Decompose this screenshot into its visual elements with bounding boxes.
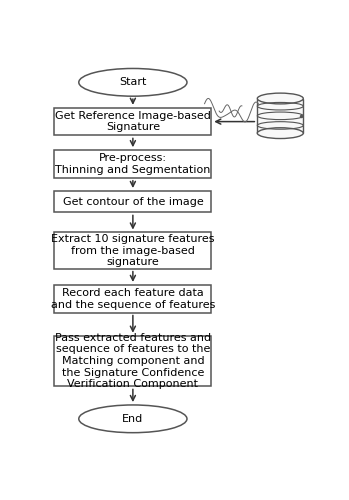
Ellipse shape	[257, 128, 303, 138]
FancyBboxPatch shape	[54, 191, 211, 212]
Text: Pre-process:
Thinning and Segmentation: Pre-process: Thinning and Segmentation	[55, 153, 210, 175]
Ellipse shape	[79, 405, 187, 432]
FancyBboxPatch shape	[54, 108, 211, 136]
FancyBboxPatch shape	[54, 285, 211, 312]
Ellipse shape	[257, 93, 303, 104]
Text: Get contour of the image: Get contour of the image	[62, 196, 203, 206]
Text: Start: Start	[119, 78, 147, 88]
Text: Extract 10 signature features
from the image-based
signature: Extract 10 signature features from the i…	[51, 234, 215, 267]
Text: Pass extracted features and
sequence of features to the
Matching component and
t: Pass extracted features and sequence of …	[55, 333, 211, 390]
FancyBboxPatch shape	[54, 150, 211, 178]
FancyBboxPatch shape	[257, 98, 303, 133]
Text: End: End	[122, 414, 143, 424]
Text: Get Reference Image-based
Signature: Get Reference Image-based Signature	[55, 111, 211, 132]
FancyBboxPatch shape	[54, 336, 211, 386]
Text: Record each feature data
and the sequence of features: Record each feature data and the sequenc…	[51, 288, 215, 310]
FancyBboxPatch shape	[54, 232, 211, 269]
Ellipse shape	[79, 68, 187, 96]
